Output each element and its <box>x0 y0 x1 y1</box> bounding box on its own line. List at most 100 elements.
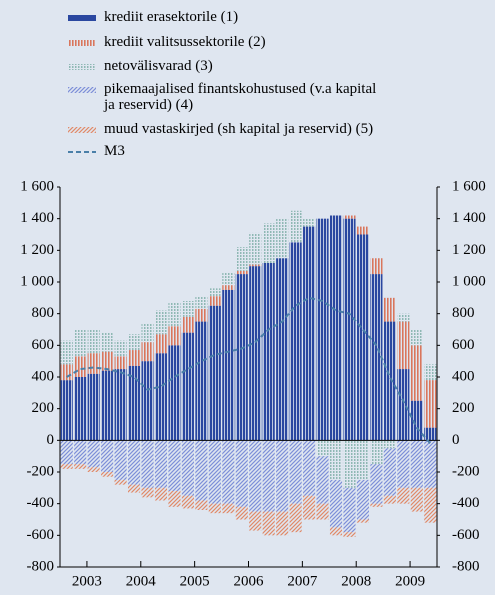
bar-segment <box>101 332 114 352</box>
bar-segment <box>289 440 302 504</box>
y-tick-label: 0 <box>47 432 55 448</box>
x-tick-label: 2003 <box>72 573 102 589</box>
bar-segment <box>383 440 396 449</box>
bar-segment <box>127 350 141 366</box>
bar-segment <box>154 310 168 335</box>
y2-tick-label: 1 000 <box>452 273 486 289</box>
bar-segment <box>168 326 181 346</box>
x-tick-label: 2008 <box>341 573 371 589</box>
bar-segment <box>424 380 437 428</box>
bar-segment <box>383 448 396 496</box>
bar-segment <box>60 380 73 441</box>
y-tick-label: -800 <box>27 558 55 574</box>
y2-tick-label: 400 <box>452 368 475 384</box>
bar-segment <box>383 495 396 504</box>
bar-segment <box>235 506 248 520</box>
bar-segment <box>181 301 194 317</box>
bar-segment <box>60 464 73 469</box>
y-tick-label: -200 <box>27 463 55 479</box>
legend-swatch <box>68 64 96 70</box>
y2-tick-label: 1 600 <box>452 178 486 194</box>
bar-segment <box>262 440 275 512</box>
y2-tick-label: 1 400 <box>452 210 486 226</box>
bar-segment <box>87 373 100 441</box>
bar-segment <box>141 440 154 488</box>
bar-segment <box>316 456 329 504</box>
bar-segment <box>74 356 87 377</box>
bar-segment <box>87 440 100 468</box>
y-tick-label: 1 600 <box>20 178 54 194</box>
bar-segment <box>235 247 248 271</box>
x-tick-label: 2007 <box>287 573 318 589</box>
bar-segment <box>289 210 302 243</box>
bar-segment <box>249 232 262 265</box>
bar-segment <box>289 503 302 533</box>
bar-segment <box>141 342 154 362</box>
bar-segment <box>181 440 194 496</box>
bar-segment <box>356 479 370 520</box>
bar-segment <box>276 511 289 536</box>
bar-segment <box>410 440 423 488</box>
bar-segment <box>356 519 370 523</box>
bar-segment <box>141 487 154 498</box>
bar-segment <box>74 440 87 465</box>
bar-segment <box>101 472 114 477</box>
bar-segment <box>154 440 168 488</box>
bar-segment <box>87 329 100 354</box>
bar-segment <box>410 329 423 346</box>
bar-segment <box>235 274 248 441</box>
bar-segment <box>114 479 127 485</box>
bar-segment <box>87 467 100 472</box>
bar-segment <box>316 440 329 457</box>
y-tick-label: 800 <box>32 305 55 321</box>
bar-segment <box>397 487 410 504</box>
bar-segment <box>195 440 208 501</box>
bar-segment <box>249 264 262 267</box>
bar-segment <box>424 427 437 441</box>
bar-segment <box>235 270 248 275</box>
y2-tick-label: 1 200 <box>452 242 486 258</box>
y2-tick-label: 200 <box>452 400 475 416</box>
bar-segment <box>329 215 343 441</box>
bar-segment <box>168 345 181 441</box>
y2-tick-label: 0 <box>452 432 460 448</box>
bar-segment <box>222 289 235 441</box>
bar-segment <box>249 511 262 531</box>
bar-segment <box>222 503 235 514</box>
bar-segment <box>303 495 316 520</box>
bar-segment <box>356 226 370 235</box>
legend-label: pikemaajalised finantskohustused (v.a ka… <box>104 81 377 113</box>
bar-segment <box>303 440 316 496</box>
bar-segment <box>208 440 221 504</box>
bar-segment <box>60 364 73 381</box>
bar-segment <box>356 234 370 441</box>
legend-swatch <box>68 40 96 46</box>
y-tick-label: 200 <box>32 400 55 416</box>
bar-segment <box>127 484 141 493</box>
x-tick-label: 2004 <box>126 573 157 589</box>
bar-segment <box>87 353 100 374</box>
legend-label: muud vastaskirjed (sh kapital ja reservi… <box>104 121 374 137</box>
y2-tick-label: -200 <box>452 463 480 479</box>
bar-segment <box>316 503 329 520</box>
bar-segment <box>235 440 248 507</box>
bar-segment <box>74 329 87 357</box>
y2-tick-label: -800 <box>452 558 480 574</box>
legend-label: krediit valitsussektorile (2) <box>104 34 266 50</box>
bar-segment <box>276 258 289 441</box>
bar-segment <box>60 440 73 465</box>
bar-segment <box>195 296 208 309</box>
legend-swatch <box>68 87 96 93</box>
bar-segment <box>410 345 423 401</box>
bar-segment <box>74 464 87 469</box>
y-tick-label: -600 <box>27 527 55 543</box>
bar-segment <box>101 440 114 472</box>
bar-segment <box>370 464 383 504</box>
bar-segment <box>383 321 396 441</box>
bar-segment <box>424 364 437 381</box>
y2-tick-label: 600 <box>452 337 475 353</box>
line-series <box>66 296 432 445</box>
x-tick-label: 2006 <box>234 573 265 589</box>
bar-segment <box>397 313 410 322</box>
